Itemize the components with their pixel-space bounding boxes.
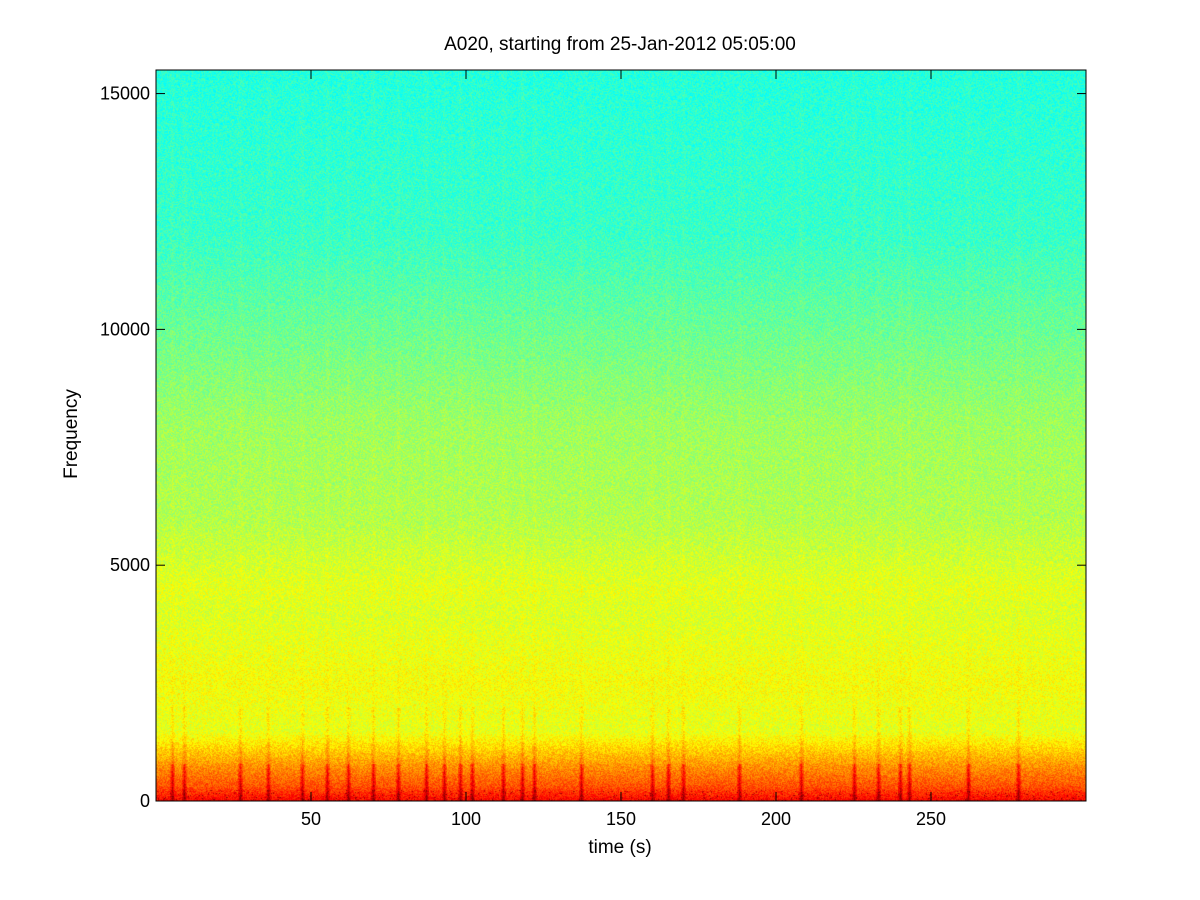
spectrogram-heatmap xyxy=(156,70,1086,801)
x-axis-title: time (s) xyxy=(588,837,651,858)
y-tick-label: 0 xyxy=(140,791,150,811)
y-tick-label: 10000 xyxy=(100,319,150,339)
y-tick-label: 5000 xyxy=(110,555,150,575)
x-tick-label: 50 xyxy=(301,809,321,829)
x-tick-label: 250 xyxy=(916,809,946,829)
x-axis-ticks: 50 100 150 200 250 xyxy=(301,70,946,829)
x-tick-label: 200 xyxy=(761,809,791,829)
spectrogram-image-wrap xyxy=(156,70,1086,801)
y-axis-ticks: 0 5000 10000 15000 xyxy=(100,84,1086,811)
x-tick-label: 100 xyxy=(451,809,481,829)
y-tick-label: 15000 xyxy=(100,84,150,104)
x-tick-label: 150 xyxy=(606,809,636,829)
chart-title: A020, starting from 25-Jan-2012 05:05:00 xyxy=(444,34,796,55)
y-axis-title: Frequency xyxy=(61,389,82,479)
